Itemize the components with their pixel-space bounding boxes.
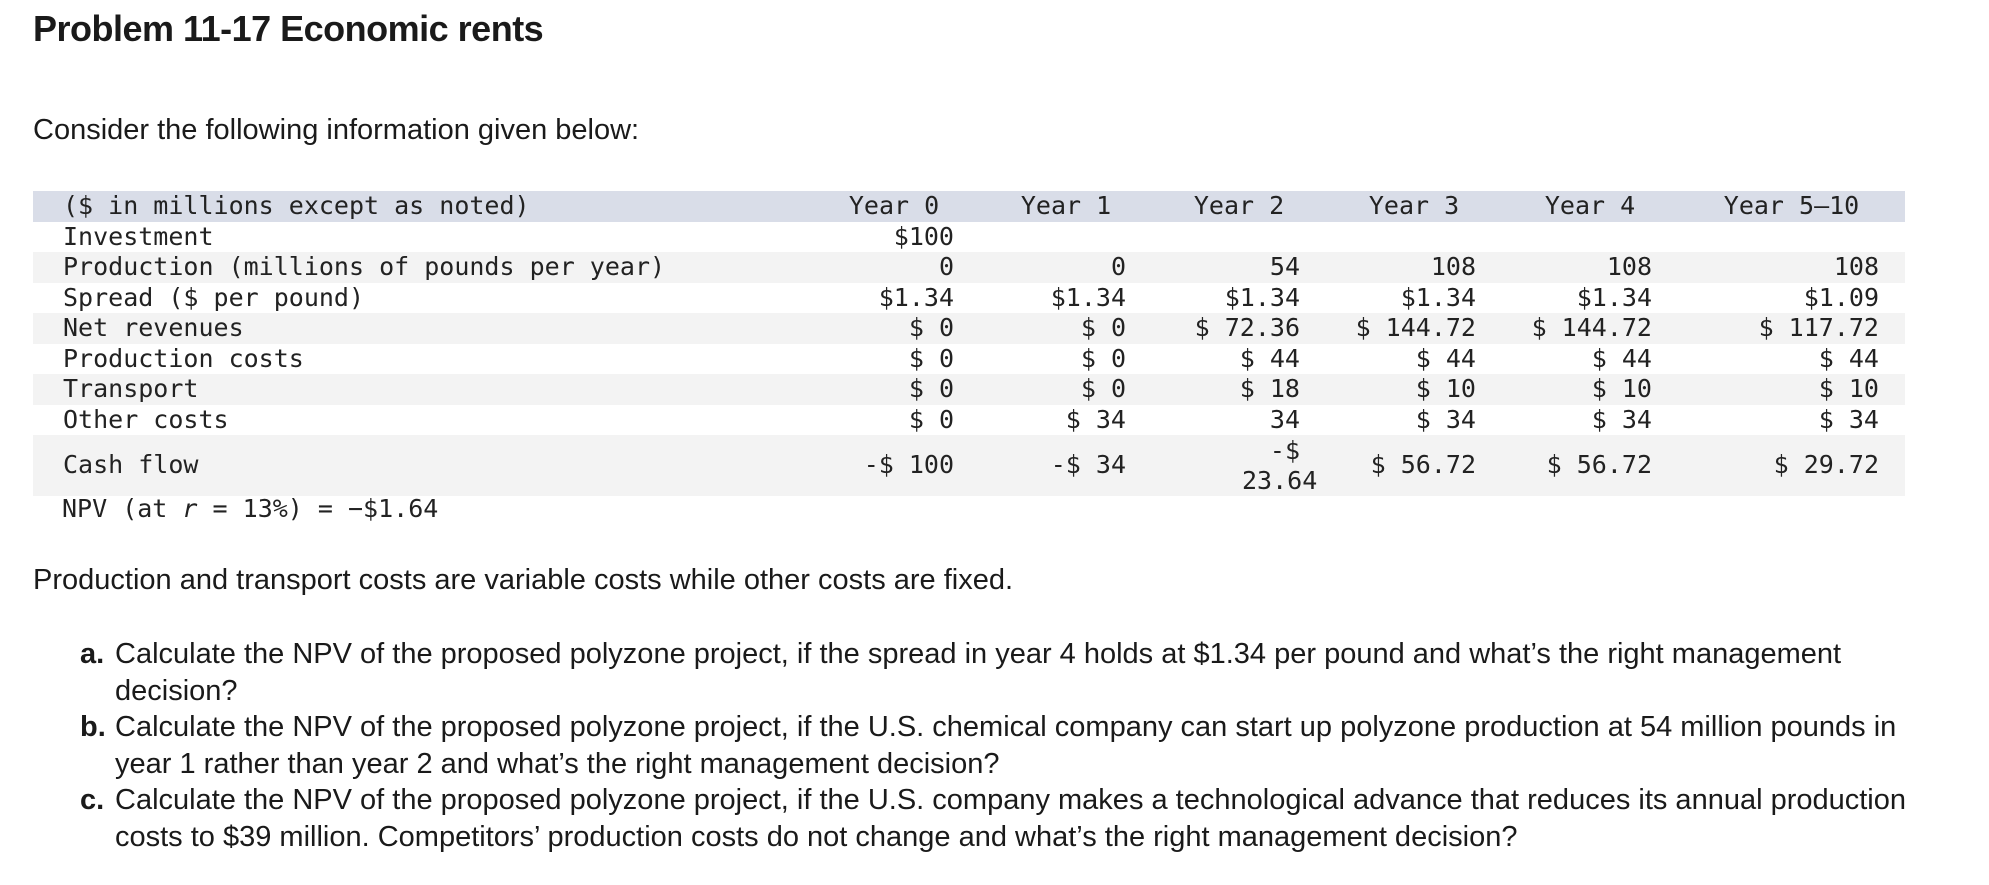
cell: $ 34: [1818, 404, 1879, 434]
cell: $ 117.72: [1678, 313, 1905, 344]
cell: $1.34: [1050, 282, 1126, 312]
note: Production and transport costs are varia…: [33, 564, 1014, 596]
cell: $ 144.72: [1326, 313, 1502, 344]
table-row: Spread ($ per pound) $1.34 $1.34 $1.34 $1.34…: [33, 283, 1905, 314]
row-label: Investment: [63, 221, 214, 251]
cell: $ 0: [808, 374, 980, 405]
table-row: Transport $ 0 $ 0 $ 18 $ 10 $ 10 $ 10: [33, 374, 1905, 405]
question: a. Calculate the NPV of the proposed poly…: [80, 636, 1960, 709]
questions: a. Calculate the NPV of the proposed poly…: [80, 636, 1960, 855]
column-header: Year 0: [808, 191, 980, 222]
question: b. Calculate the NPV of the proposed poly…: [80, 709, 1960, 782]
title: Problem 11-17 Economic rents: [33, 8, 544, 49]
row-label: Net revenues: [33, 313, 808, 344]
cell: $ 0: [980, 313, 1152, 344]
question-label: a.: [80, 638, 105, 670]
cell: $ 10: [1502, 374, 1678, 405]
cell: 0: [808, 252, 980, 283]
cell: -$ 23.64: [1152, 435, 1326, 496]
cell: $ 0: [808, 313, 980, 344]
cell: $ 56.72: [1326, 435, 1502, 496]
column-header: Year 3: [1326, 191, 1502, 222]
units-header: ($ in millions except as noted): [33, 191, 808, 222]
npv-prefix: NPV (at: [62, 494, 183, 523]
table-row: Production costs $ 0 $ 0 $ 44 $ 44 $ 44 $ 44: [33, 344, 1905, 375]
row-label: Spread ($ per pound): [63, 282, 365, 312]
cell: $ 0: [908, 404, 954, 434]
question: c. Calculate the NPV of the proposed poly…: [80, 782, 1960, 855]
cell: $ 10: [1326, 374, 1502, 405]
empty-cell: [1502, 222, 1678, 253]
cell: $1.09: [1803, 282, 1879, 312]
cell: $ 34: [1591, 404, 1652, 434]
question-label: c.: [80, 784, 105, 816]
empty-cell: [980, 222, 1152, 253]
table-row: Net revenues $ 0 $ 0 $ 72.36 $ 144.72 $ 144.7…: [33, 313, 1905, 344]
table-row: Cash flow -$ 100 -$ 34 -$ 23.64 $ 56.72 $ 56.…: [33, 435, 1905, 496]
cell: $ 34: [1065, 404, 1126, 434]
cell: $ 0: [980, 374, 1152, 405]
question-text: Calculate the NPV of the proposed polyzo…: [115, 784, 1907, 853]
cell: 34: [1269, 404, 1300, 434]
data-table: ($ in millions except as noted) Year 0 Yea…: [33, 191, 1905, 496]
empty-cell: [1678, 222, 1905, 253]
cell: $ 44: [1239, 343, 1300, 373]
cell: $ 18: [1152, 374, 1326, 405]
cell: $ 44: [1591, 343, 1652, 373]
cell: $ 29.72: [1678, 435, 1905, 496]
cell: $ 34: [1415, 404, 1476, 434]
cell: 0: [980, 252, 1152, 283]
cell: 54: [1152, 252, 1326, 283]
npv-suffix: = 13%) = −$1.64: [197, 494, 439, 523]
question-text: Calculate the NPV of the proposed polyzo…: [115, 711, 1897, 780]
npv: NPV (at r = 13%) = −$1.64: [62, 494, 438, 523]
column-header: Year 2: [1152, 191, 1326, 222]
row-label: Transport: [33, 374, 808, 405]
row-label: Cash flow: [33, 435, 808, 496]
cell: $ 10: [1678, 374, 1905, 405]
header-row: ($ in millions except as noted) Year 0 Yea…: [33, 191, 1905, 222]
table-row: Other costs $ 0 $ 34 34 $ 34 $ 34 $ 34: [33, 405, 1905, 436]
cell: 108: [1678, 252, 1905, 283]
cell: $ 56.72: [1502, 435, 1678, 496]
row-label: Production costs: [63, 343, 304, 373]
empty-cell: [1152, 222, 1326, 253]
cell: $ 0: [1080, 343, 1126, 373]
cell: 108: [1326, 252, 1502, 283]
row-label: Production (millions of pounds per year): [33, 252, 808, 283]
cell: $ 0: [908, 343, 954, 373]
column-header: Year 4: [1502, 191, 1678, 222]
cell: -$ 100: [808, 435, 980, 496]
cell: -$ 34: [980, 435, 1152, 496]
cell: $ 72.36: [1152, 313, 1326, 344]
table-row: Production (millions of pounds per year)…: [33, 252, 1905, 283]
cell: $1.34: [1224, 282, 1300, 312]
column-header: Year 1: [980, 191, 1152, 222]
question-label: b.: [80, 711, 106, 743]
cell: $ 44: [1818, 343, 1879, 373]
table-row: Investment $100: [33, 222, 1905, 253]
row-label: Other costs: [63, 404, 229, 434]
question-text: Calculate the NPV of the proposed polyzo…: [115, 638, 1842, 707]
cell: $1.34: [1400, 282, 1476, 312]
cell: $ 144.72: [1502, 313, 1678, 344]
cell: $1.34: [1576, 282, 1652, 312]
npv-variable: r: [182, 494, 198, 523]
intro: Consider the following information given…: [33, 114, 640, 146]
column-header: Year 5–10: [1678, 191, 1905, 222]
cell: 108: [1502, 252, 1678, 283]
cell: $100: [893, 221, 954, 251]
cell: $1.34: [878, 282, 954, 312]
cell: $ 44: [1415, 343, 1476, 373]
empty-cell: [1326, 222, 1502, 253]
